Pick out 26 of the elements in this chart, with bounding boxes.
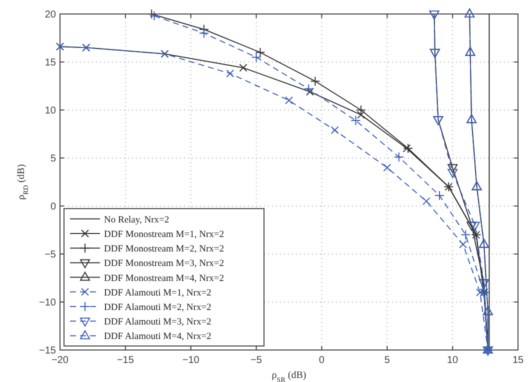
x-tick-label: 5: [384, 355, 390, 366]
legend-label: DDF Monostream M=1, Nrx=2: [104, 230, 224, 240]
y-tick-label: 10: [44, 106, 56, 116]
x-tick-label: −5: [250, 355, 262, 366]
y-tick-label: 5: [50, 154, 56, 164]
x-tick-label: −15: [116, 355, 134, 366]
y-tick-label: 15: [44, 58, 56, 68]
legend-label: DDF Alamouti M=3, Nrx=2: [104, 318, 212, 328]
legend-label: DDF Monostream M=3, Nrx=2: [104, 259, 224, 270]
y-tick-label: 20: [44, 10, 56, 20]
legend-label: DDF Monostream M=2, Nrx=2: [104, 244, 224, 255]
y-tick-label: 0: [50, 202, 56, 212]
legend-label: DDF Alamouti M=4, Nrx=2: [104, 332, 212, 342]
x-tick-label: 15: [512, 355, 524, 366]
y-tick-label: −15: [39, 346, 56, 356]
legend-label: No Relay, Nrx=2: [104, 215, 170, 226]
x-tick-label: −20: [52, 355, 69, 366]
legend-label: DDF Alamouti M=2, Nrx=2: [104, 303, 212, 313]
x-axis-title: ρ$_{SR}$ (dB): [272, 370, 306, 382]
x-tick-label: −10: [182, 355, 200, 366]
x-tick-label: 0: [318, 355, 325, 366]
y-tick-label: −5: [44, 250, 56, 260]
legend-label: DDF Alamouti M=1, Nrx=2: [104, 288, 212, 298]
legend-label: DDF Monostream M=4, Nrx=2: [104, 274, 224, 284]
y-tick-label: −10: [39, 298, 56, 308]
x-tick-label: 10: [447, 355, 459, 366]
